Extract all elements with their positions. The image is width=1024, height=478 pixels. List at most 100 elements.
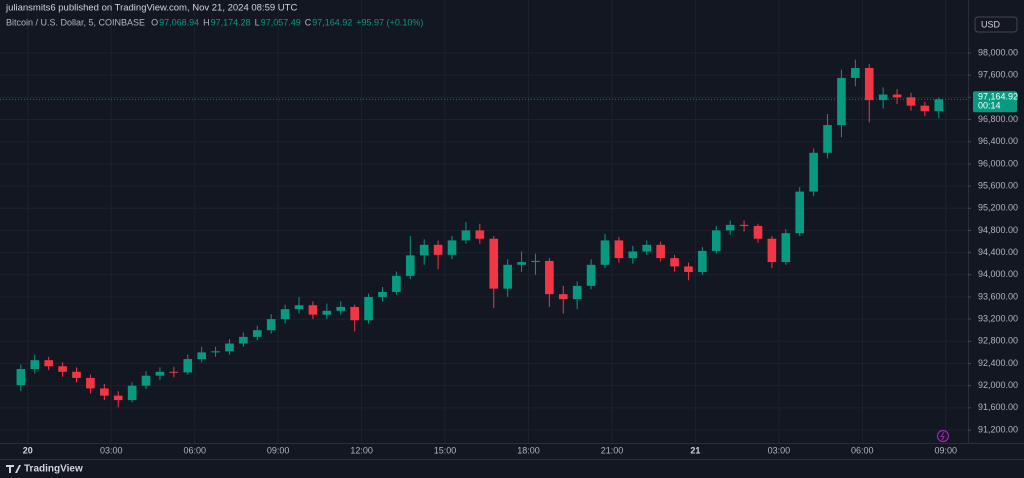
x-tick-label: 12:00 xyxy=(350,445,373,455)
y-tick-label: 94,400.00 xyxy=(978,247,1018,257)
y-tick-label: 96,000.00 xyxy=(978,158,1018,168)
candle-body xyxy=(795,191,805,234)
alert-icon-bolt xyxy=(940,431,945,441)
legend-value: 97,164.92 xyxy=(312,17,352,27)
legend-key: H xyxy=(203,17,210,27)
candle-body xyxy=(280,309,290,320)
candle-body xyxy=(767,238,777,263)
candle-body xyxy=(489,238,499,289)
candle-body xyxy=(725,224,735,231)
candle-body xyxy=(642,244,652,252)
legend-key: C xyxy=(305,17,312,27)
legend-key: O xyxy=(151,17,158,27)
brand: TradingView xyxy=(24,464,83,475)
candle-body xyxy=(322,310,332,315)
candle-body xyxy=(364,296,373,321)
candle-body xyxy=(392,275,401,292)
candle-body xyxy=(656,244,665,259)
candle-body xyxy=(781,233,791,263)
y-tick-label: 92,800.00 xyxy=(978,336,1018,346)
candle-body xyxy=(211,351,220,353)
candle-body xyxy=(30,360,40,370)
candle-body xyxy=(545,260,554,295)
grid: 91,200.00 91,600.00 92,000.00 92,400.00 92,8… xyxy=(0,0,1018,455)
last-price-label: 97,164.92 xyxy=(978,92,1018,102)
currency-button[interactable] xyxy=(974,16,1018,33)
candle-body xyxy=(252,330,262,337)
candle-body xyxy=(739,224,749,226)
x-tick-label: 06:00 xyxy=(851,445,874,455)
x-tick-label: 18:00 xyxy=(517,445,540,455)
candle-body xyxy=(711,230,721,251)
candle-body xyxy=(141,375,151,386)
candle-body xyxy=(531,260,540,263)
legend-key: L xyxy=(255,17,260,27)
candle-body xyxy=(378,291,387,297)
x-tick-label: 21:00 xyxy=(601,445,624,455)
candles xyxy=(16,59,944,408)
candle-body xyxy=(753,225,763,239)
candle-body xyxy=(127,385,137,401)
y-tick-label: 92,400.00 xyxy=(978,358,1018,368)
candle-body xyxy=(628,251,638,259)
y-tick-label: 94,800.00 xyxy=(978,225,1018,235)
alert-icon[interactable] xyxy=(936,429,950,443)
x-tick-label: 15:00 xyxy=(434,445,457,455)
candle-body xyxy=(614,240,624,259)
x-tick-label: 21 xyxy=(690,445,700,455)
candle-body xyxy=(517,262,526,265)
candle-body xyxy=(113,395,123,401)
legend-value: 97,057.49 xyxy=(261,17,301,27)
y-tick-label: 91,600.00 xyxy=(978,402,1018,412)
x-tick-label: 06:00 xyxy=(183,445,206,455)
candle-body xyxy=(419,244,429,256)
candle-body xyxy=(600,240,610,265)
candle-body xyxy=(44,360,53,367)
y-tick-label: 96,400.00 xyxy=(978,136,1018,146)
y-tick-label: 98,000.00 xyxy=(978,47,1018,57)
y-tick-label: 91,200.00 xyxy=(978,424,1018,434)
candle-body xyxy=(239,336,248,344)
candle-body xyxy=(698,250,707,273)
symbol-title: Bitcoin / U.S. Dollar, 5, COINBASE xyxy=(6,17,145,27)
candle-body xyxy=(197,352,206,360)
y-tick-label: 92,000.00 xyxy=(978,380,1018,390)
candle-body xyxy=(503,264,512,289)
candle-body xyxy=(837,77,846,126)
candle-body xyxy=(405,255,415,276)
y-tick-label: 93,200.00 xyxy=(978,314,1018,324)
candle-body xyxy=(920,105,930,112)
publish-note: juliansmits6 published on TradingView.co… xyxy=(5,3,297,14)
candle-body xyxy=(892,94,902,98)
candle-body xyxy=(155,371,165,376)
x-tick-label: 20 xyxy=(23,445,33,455)
candle-body xyxy=(586,264,596,286)
candle-body xyxy=(878,94,888,101)
candle-body xyxy=(58,366,67,372)
candle-body xyxy=(572,285,582,300)
last-price-box xyxy=(973,91,1017,113)
x-tick-label: 03:00 xyxy=(768,445,791,455)
x-tick-label: 09:00 xyxy=(267,445,290,455)
currency[interactable]: USD xyxy=(981,19,1001,29)
candle-body xyxy=(906,97,916,106)
x-tick-label: 03:00 xyxy=(100,445,123,455)
candle-body xyxy=(99,388,109,396)
y-tick-label: 97,600.00 xyxy=(978,70,1018,80)
legend-value: 97,174.28 xyxy=(211,17,251,27)
candle-body xyxy=(336,306,346,311)
candle-body xyxy=(72,371,81,378)
candle-body xyxy=(350,306,359,321)
brand-logo xyxy=(6,465,21,473)
x-tick-label: 09:00 xyxy=(934,445,957,455)
y-tick-label: 95,600.00 xyxy=(978,180,1018,190)
candle-body xyxy=(447,240,457,255)
countdown: 00:14 xyxy=(978,101,1001,111)
candle-body xyxy=(851,67,860,78)
legend-value: 97,068.94 xyxy=(159,17,199,27)
candle-body xyxy=(183,359,193,373)
candle-body xyxy=(308,305,318,315)
candle-body xyxy=(809,152,818,192)
